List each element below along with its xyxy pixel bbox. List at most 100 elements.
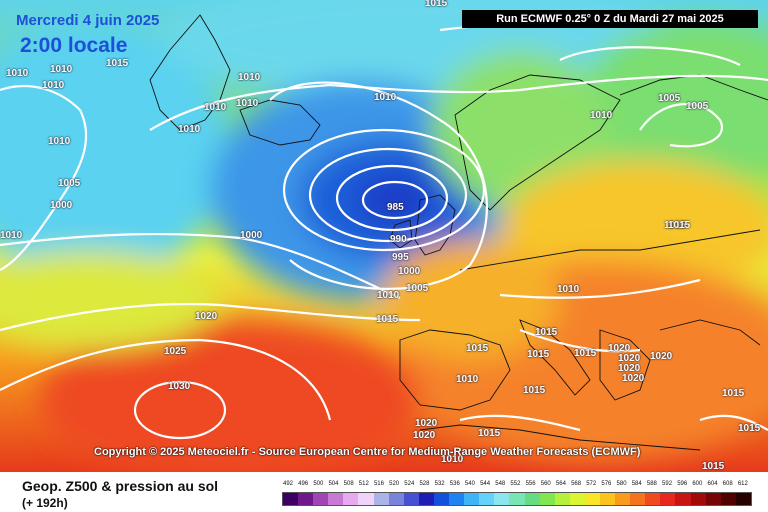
parameter-title: Geop. Z500 & pression au sol [22, 478, 219, 494]
color-scale-label: 608 [722, 481, 733, 487]
color-scale-label: 532 [434, 481, 445, 487]
isobar-label: 1015 [106, 58, 129, 69]
color-scale-label: 536 [449, 481, 460, 487]
color-scale-swatch [615, 493, 631, 505]
isobar-label: 1010 [204, 102, 227, 113]
isobar-label: 1010 [50, 64, 73, 75]
color-scale-swatch [373, 493, 389, 505]
color-scale-bar [282, 492, 752, 506]
isobar-label: 1020 [622, 373, 645, 384]
color-scale-swatch [464, 493, 480, 505]
color-scale-swatch [494, 493, 510, 505]
color-scale-label: 500 [313, 481, 324, 487]
isobar-label: 995 [392, 252, 409, 263]
isobar-label: 1010 [42, 80, 65, 91]
isobar-label: 1010 [590, 110, 613, 121]
isobar-label: 1015 [722, 388, 745, 399]
legend-footer: Geop. Z500 & pression au sol (+ 192h) 49… [0, 472, 768, 512]
color-scale-swatch [524, 493, 540, 505]
isobar-label: 1015 [376, 314, 399, 325]
color-scale-swatch [343, 493, 359, 505]
isobar-label: 1010 [557, 284, 580, 295]
color-scale-label: 588 [646, 481, 657, 487]
isobar-label: 1020 [650, 351, 673, 362]
isobar-label: 1010 [0, 230, 23, 241]
color-scale-swatch [283, 493, 299, 505]
color-scale-label: 556 [525, 481, 536, 487]
isobar-label: 1015 [466, 343, 489, 354]
color-scale-label: 564 [555, 481, 566, 487]
color-scale-swatch [630, 493, 646, 505]
color-scale-swatch [509, 493, 525, 505]
copyright-notice: Copyright © 2025 Meteociel.fr - Source E… [94, 446, 641, 458]
color-scale-label: 516 [373, 481, 384, 487]
color-scale-label: 512 [358, 481, 369, 487]
isobar-label: 1015 [527, 349, 550, 360]
color-scale-swatch [418, 493, 434, 505]
color-scale-swatch [735, 493, 751, 505]
isobar-label: 1015 [535, 327, 558, 338]
isobar-label: 1020 [413, 430, 436, 441]
color-scale-swatch [660, 493, 676, 505]
isobar-label: 1005 [58, 178, 81, 189]
color-scale-label: 572 [586, 481, 597, 487]
color-scale-swatch [539, 493, 555, 505]
isobar-label: 1000 [240, 230, 263, 241]
isobar-lines [0, 20, 768, 440]
color-scale-label: 560 [540, 481, 551, 487]
isobar-label: 1015 [574, 348, 597, 359]
isobar-label: 1020 [618, 353, 641, 364]
isobar-label: 1005 [658, 93, 681, 104]
color-scale-label: 492 [283, 481, 294, 487]
color-scale-swatch [645, 493, 661, 505]
isobar-label: 990 [390, 234, 407, 245]
isobar-label: 1015 [523, 385, 546, 396]
color-scale-label: 504 [328, 481, 339, 487]
color-scale-label: 612 [737, 481, 748, 487]
isobar-label: 1015 [478, 428, 501, 439]
color-scale-swatch [690, 493, 706, 505]
color-scale-label: 576 [601, 481, 612, 487]
isobar-label: 1015 [425, 0, 448, 9]
color-scale-label: 524 [404, 481, 415, 487]
isobar-label: 1015 [668, 220, 691, 231]
isobar-label: 1020 [608, 343, 631, 354]
isobar-label: 1015 [702, 461, 725, 472]
isobar-label: 1020 [195, 311, 218, 322]
color-scale-swatch [479, 493, 495, 505]
color-scale-swatch [328, 493, 344, 505]
isobar-label: 1010 [236, 98, 259, 109]
color-scale-label: 596 [677, 481, 688, 487]
color-scale-label: 580 [616, 481, 627, 487]
isobar-label: 1010 [178, 124, 201, 135]
valid-time: 2:00 locale [20, 34, 128, 57]
color-scale-swatch [298, 493, 314, 505]
isobar-label: 985 [387, 202, 404, 213]
isobar-label: 1010 [456, 374, 479, 385]
isobar-label: 1015 [664, 220, 687, 231]
color-scale-swatch [433, 493, 450, 505]
color-scale-label: 552 [510, 481, 521, 487]
isobar-label: 1010 [238, 72, 261, 83]
isobar-label: 1025 [164, 346, 187, 357]
color-scale-swatch [358, 493, 374, 505]
isobar-label: 1010 [48, 136, 71, 147]
color-scale-swatch [313, 493, 329, 505]
isobar-label: 1010 [374, 92, 397, 103]
color-scale-label: 540 [464, 481, 475, 487]
color-scale-swatch [449, 493, 465, 505]
isobar-label: 1010 [6, 68, 29, 79]
color-scale-label: 568 [571, 481, 582, 487]
isobar-label: 1000 [398, 266, 421, 277]
color-scale-swatch [554, 493, 570, 505]
isobar-label: 1005 [406, 283, 429, 294]
valid-date: Mercredi 4 juin 2025 [16, 12, 160, 29]
forecast-map: 1015 1010 1010 1015 1010 1010 1010 1010 1010 1010… [0, 0, 768, 472]
color-scale-label: 548 [495, 481, 506, 487]
isobar-label: 1015 [738, 423, 761, 434]
run-info: Run ECMWF 0.25° 0 Z du Mardi 27 mai 2025 [462, 10, 758, 28]
isobar-label: 1030 [168, 381, 191, 392]
color-scale-label: 604 [707, 481, 718, 487]
color-scale-label: 520 [389, 481, 400, 487]
